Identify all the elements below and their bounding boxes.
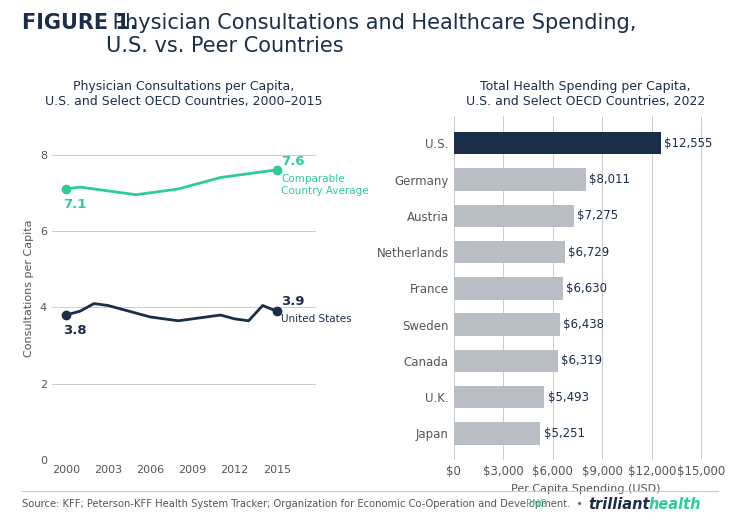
Bar (454, 241, 565, 263)
Text: health: health (649, 497, 702, 512)
Text: PNG: PNG (526, 499, 548, 509)
Text: FIGURE 1.: FIGURE 1. (22, 13, 138, 33)
Bar (454, 132, 661, 154)
Bar (454, 386, 544, 408)
Text: 3.9: 3.9 (281, 295, 304, 308)
Text: United States: United States (281, 314, 352, 324)
Text: $8,011: $8,011 (589, 173, 630, 186)
Bar (454, 313, 560, 336)
Text: 7.6: 7.6 (281, 155, 304, 168)
Bar (454, 168, 586, 191)
Y-axis label: Consultations per Capita: Consultations per Capita (24, 220, 34, 357)
Text: $7,275: $7,275 (577, 209, 618, 222)
Text: $5,493: $5,493 (548, 390, 588, 404)
Bar (454, 422, 540, 444)
Text: Physician Consultations and Healthcare Spending,
U.S. vs. Peer Countries: Physician Consultations and Healthcare S… (106, 13, 636, 57)
X-axis label: Per Capita Spending (USD): Per Capita Spending (USD) (511, 484, 660, 494)
Text: $6,630: $6,630 (566, 282, 608, 295)
Bar (454, 350, 558, 372)
Text: $6,438: $6,438 (563, 318, 604, 331)
Text: $5,251: $5,251 (544, 427, 585, 440)
Text: $12,555: $12,555 (665, 137, 713, 150)
Bar (454, 205, 574, 227)
Text: 3.8: 3.8 (63, 324, 87, 337)
Text: $6,729: $6,729 (568, 245, 609, 259)
Title: Physician Consultations per Capita,
U.S. and Select OECD Countries, 2000–2015: Physician Consultations per Capita, U.S.… (45, 80, 323, 108)
Bar (454, 277, 563, 299)
Text: trilliant: trilliant (588, 497, 650, 512)
Text: Comparable
Country Average: Comparable Country Average (281, 174, 369, 196)
Title: Total Health Spending per Capita,
U.S. and Select OECD Countries, 2022: Total Health Spending per Capita, U.S. a… (466, 80, 705, 108)
Text: 7.1: 7.1 (63, 198, 87, 211)
Text: $6,319: $6,319 (561, 354, 602, 367)
Text: Source: KFF; Peterson-KFF Health System Tracker; Organization for Economic Co-Op: Source: KFF; Peterson-KFF Health System … (22, 499, 589, 509)
